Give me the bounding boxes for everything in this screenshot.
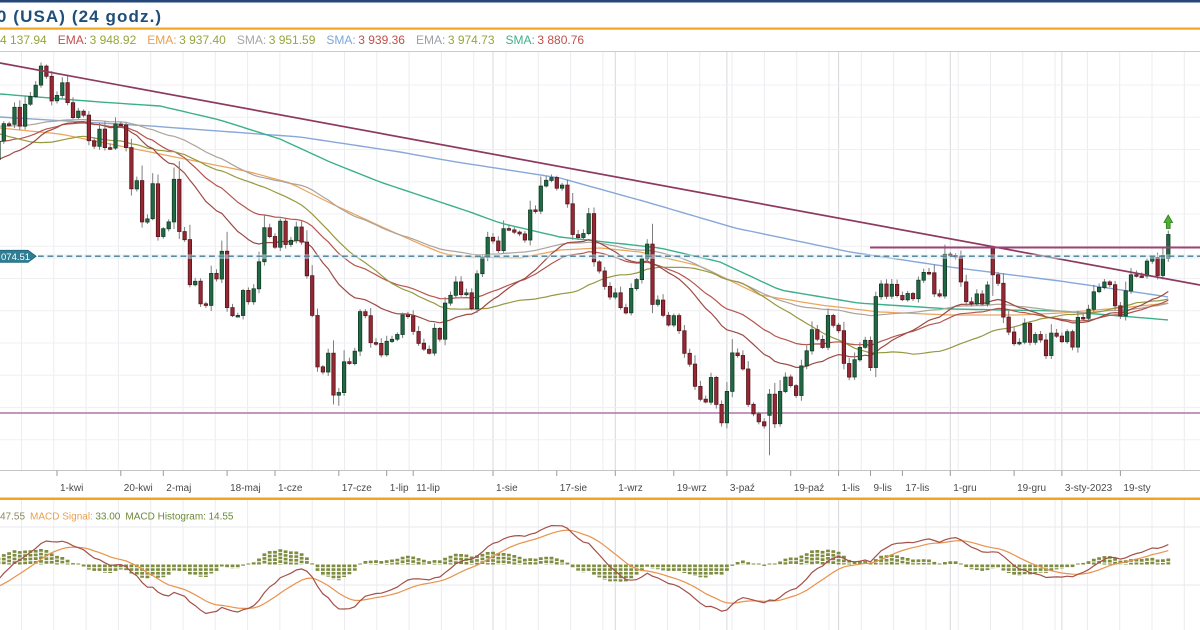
svg-text:20-kwi: 20-kwi	[124, 483, 153, 494]
svg-text:17-cze: 17-cze	[342, 483, 372, 494]
svg-text:3-sty-2023: 3-sty-2023	[1065, 483, 1113, 494]
svg-text:3-paź: 3-paź	[730, 483, 755, 494]
svg-text:2-maj: 2-maj	[166, 483, 191, 494]
svg-text:1-lis: 1-lis	[842, 483, 860, 494]
svg-text:1-lip: 1-lip	[390, 483, 409, 494]
svg-text:US500 (USA) (24 godz.): US500 (USA) (24 godz.)	[0, 7, 162, 26]
svg-text:1-cze: 1-cze	[278, 483, 303, 494]
svg-text:19-gru: 19-gru	[1017, 483, 1046, 494]
svg-text:074.51: 074.51	[1, 252, 30, 263]
svg-text:1-kwi: 1-kwi	[60, 483, 83, 494]
svg-text:19-paź: 19-paź	[794, 483, 825, 494]
svg-text:17-lis: 17-lis	[905, 483, 929, 494]
svg-text:1-wrz: 1-wrz	[618, 483, 642, 494]
svg-text:19-sty: 19-sty	[1123, 483, 1150, 494]
svg-text:17-sie: 17-sie	[560, 483, 588, 494]
svg-text:11-lip: 11-lip	[416, 483, 440, 494]
svg-text:9-lis: 9-lis	[874, 483, 892, 494]
svg-text:1-sie: 1-sie	[496, 483, 518, 494]
svg-text:18-maj: 18-maj	[230, 483, 261, 494]
svg-text:1-gru: 1-gru	[953, 483, 976, 494]
svg-text:19-wrz: 19-wrz	[677, 483, 707, 494]
